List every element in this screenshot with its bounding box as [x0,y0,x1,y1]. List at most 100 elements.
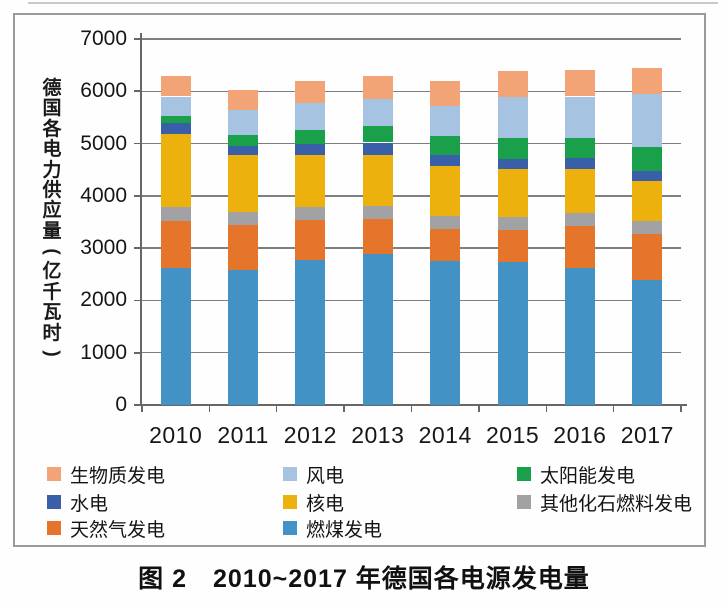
y-tick-2000 [134,299,142,302]
y-tick-label-4000: 4000 [80,183,127,207]
bar-segment-太阳能发电-2014 [430,136,461,156]
bar-segment-天然气发电-2012 [295,220,326,261]
bar-segment-生物质发电-2015 [497,70,528,97]
bar-segment-水电-2014 [430,155,461,166]
bar-segment-风电-2014 [430,106,461,137]
bar-segment-燃煤发电-2015 [497,262,528,405]
y-axis-title-char: 应 [42,200,62,222]
y-axis-title-char: ( [41,248,63,255]
legend-swatch-水电 [47,495,61,509]
y-tick-6000 [134,90,142,93]
bar-segment-生物质发电-2016 [564,69,595,97]
bar-segment-燃煤发电-2013 [362,254,393,405]
bar-segment-核电-2012 [295,155,326,207]
bar-segment-水电-2013 [362,142,393,155]
bar-segment-其他化石燃料发电-2014 [430,216,461,230]
bar-segment-核电-2013 [362,155,393,206]
x-tick-1 [208,406,211,412]
y-axis-title-char: 千 [42,281,62,303]
page-top-rule [28,2,718,4]
y-axis-title-char: 德 [42,78,62,99]
bar-segment-水电-2010 [160,122,191,134]
x-axis-label-2013: 2013 [351,422,405,448]
bar-segment-太阳能发电-2012 [295,130,326,144]
bar-segment-水电-2015 [497,158,528,169]
bar-segment-风电-2013 [362,99,393,127]
legend-swatch-燃煤发电 [283,521,297,535]
y-tick-label-3000: 3000 [80,236,127,260]
x-axis-label-2015: 2015 [486,422,540,448]
bar-segment-燃煤发电-2010 [160,267,191,405]
x-tick-6 [545,406,548,412]
y-tick-label-1000: 1000 [80,340,127,364]
legend-item-天然气发电: 天然气发电 [47,518,165,541]
y-axis-title: 德国各电力供应量 (亿千瓦时) [38,79,66,363]
gridline-1000 [142,352,681,354]
bar-segment-燃煤发电-2016 [564,268,595,405]
y-tick-label-5000: 5000 [80,131,127,155]
y-axis-line [140,33,142,406]
y-tick-0 [134,404,142,406]
bar-segment-其他化石燃料发电-2012 [295,206,326,221]
bar-segment-其他化石燃料发电-2015 [497,216,528,230]
bar-segment-天然气发电-2015 [497,229,528,263]
gridline-6000 [142,90,681,92]
legend-label-核电: 核电 [306,493,345,515]
x-tick-3 [343,406,345,412]
x-tick-7 [612,406,615,412]
legend-item-核电: 核电 [283,492,344,515]
legend-label-天然气发电: 天然气发电 [70,519,166,541]
x-axis-label-2017: 2017 [620,422,674,448]
plot-area [142,38,681,405]
y-tick-1000 [134,351,142,354]
bar-segment-天然气发电-2017 [632,234,663,280]
bar-segment-核电-2011 [228,155,259,212]
legend-swatch-风电 [283,467,297,481]
gridline-3000 [142,247,681,249]
legend-swatch-天然气发电 [47,521,61,535]
x-axis-label-2014: 2014 [418,422,472,448]
legend-item-其他化石燃料发电: 其他化石燃料发电 [517,492,692,515]
bar-segment-天然气发电-2010 [160,221,191,268]
bar-segment-其他化石燃料发电-2016 [564,213,595,226]
y-tick-3000 [134,247,142,249]
x-axis-label-2012: 2012 [283,422,337,448]
bar-segment-核电-2010 [160,133,191,208]
bar-segment-风电-2015 [497,97,528,139]
bar-segment-生物质发电-2012 [295,80,326,104]
bar-segment-生物质发电-2014 [430,81,461,107]
bar-segment-天然气发电-2014 [430,229,461,262]
gridline-5000 [142,142,681,145]
figure-box: 德国各电力供应量 (亿千瓦时) 0 1000 2000 3000 4000 5000 6000… [13,13,706,547]
y-axis-title-char: 力 [42,159,62,181]
bar-segment-其他化石燃料发电-2017 [632,221,663,235]
bar-segment-太阳能发电-2013 [362,126,393,143]
legend-item-风电: 风电 [283,464,344,487]
bar-segment-风电-2017 [632,93,663,148]
figure-caption: 图 2 2010~2017 年德国各电源发电量 [138,565,590,593]
legend-label-风电: 风电 [306,465,345,487]
legend-swatch-核电 [283,495,297,509]
bar-segment-太阳能发电-2017 [632,147,663,171]
x-tick-5 [478,406,480,412]
y-tick-7000 [134,38,142,40]
x-tick-2 [275,406,278,412]
bar-segment-水电-2017 [632,170,663,182]
bar-segment-生物质发电-2010 [160,75,191,97]
legend-item-燃煤发电: 燃煤发电 [283,518,382,541]
legend-item-太阳能发电: 太阳能发电 [517,464,635,487]
bar-segment-生物质发电-2017 [632,67,663,94]
bar-segment-天然气发电-2011 [228,224,259,270]
gridline-2000 [142,299,681,302]
y-tick-4000 [134,195,142,197]
legend-swatch-生物质发电 [47,467,61,481]
x-tick-8 [680,406,682,412]
x-tick-0 [141,406,143,412]
legend-label-太阳能发电: 太阳能发电 [540,465,636,487]
x-tick-4 [410,406,413,412]
y-tick-label-7000: 7000 [80,27,127,50]
y-axis-title-char: 量 [42,220,62,242]
bar-segment-燃煤发电-2012 [295,260,326,405]
y-tick-5000 [134,142,142,145]
bar-segment-其他化石燃料发电-2011 [228,211,259,225]
